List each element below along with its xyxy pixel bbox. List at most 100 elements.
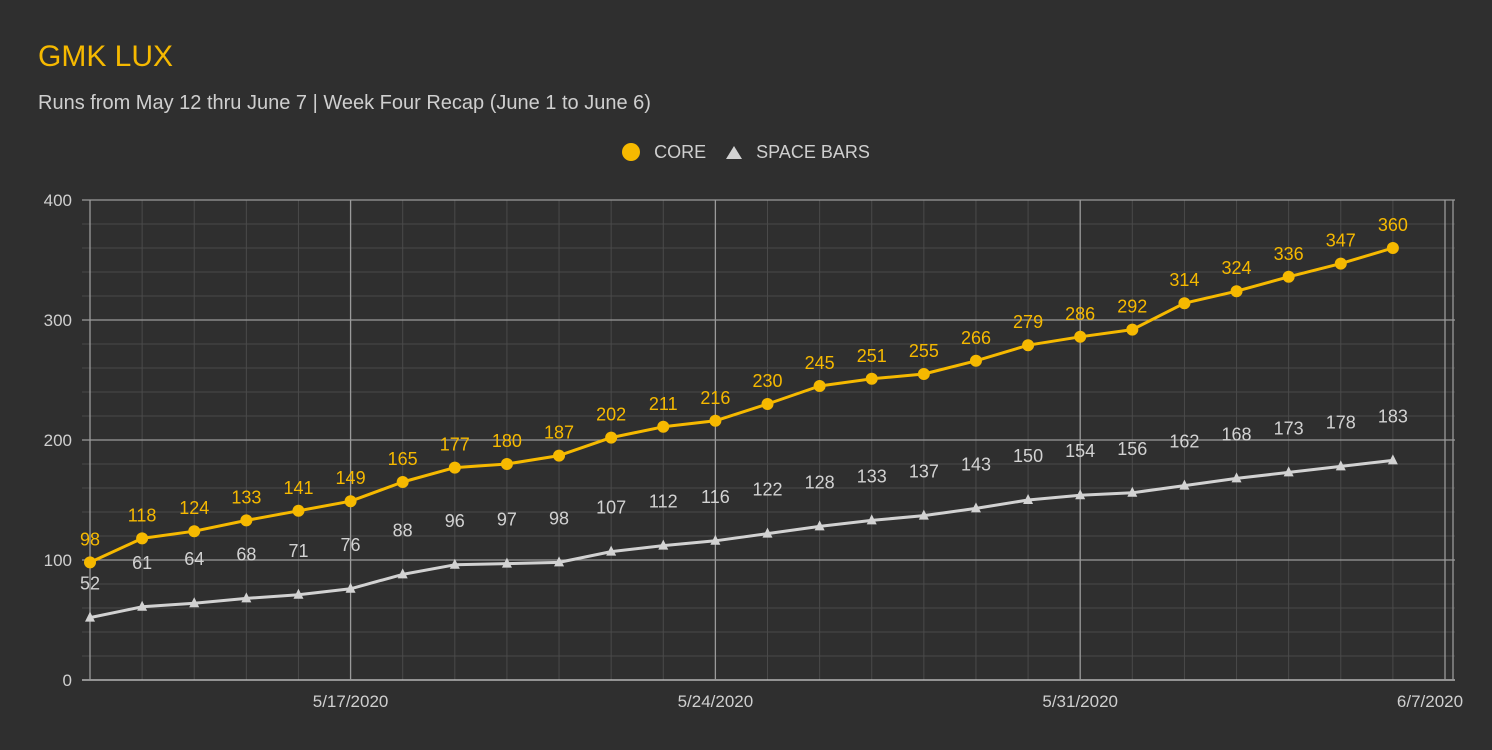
data-point-core bbox=[1126, 323, 1139, 336]
x-tick-label: 6/7/2020 bbox=[1397, 692, 1463, 711]
data-label-core: 314 bbox=[1169, 270, 1199, 290]
grid bbox=[82, 199, 1455, 681]
triangle-marker-icon bbox=[726, 145, 743, 159]
data-point-space-bars bbox=[449, 558, 460, 569]
data-point-space-bars bbox=[1283, 466, 1294, 477]
data-label-core: 165 bbox=[388, 449, 418, 469]
data-label-space-bars: 133 bbox=[857, 466, 887, 486]
data-point-core bbox=[240, 514, 253, 527]
data-label-core: 245 bbox=[805, 353, 835, 373]
data-label-space-bars: 156 bbox=[1117, 439, 1147, 459]
data-label-space-bars: 116 bbox=[701, 487, 730, 507]
data-point-core bbox=[1386, 242, 1399, 254]
legend-item-space-bars[interactable]: SPACE BARS bbox=[726, 142, 870, 163]
chart-title: GMK LUX bbox=[38, 40, 174, 73]
data-point-space-bars bbox=[501, 557, 512, 568]
data-point-space-bars bbox=[85, 611, 95, 622]
data-label-space-bars: 122 bbox=[752, 480, 782, 500]
data-point-space-bars bbox=[1023, 494, 1034, 504]
data-label-core: 360 bbox=[1378, 215, 1408, 235]
data-label-space-bars: 88 bbox=[393, 520, 413, 540]
data-point-core bbox=[1074, 330, 1087, 343]
data-point-space-bars bbox=[970, 502, 981, 513]
data-point-space-bars bbox=[1387, 454, 1398, 465]
data-point-space-bars bbox=[710, 534, 721, 545]
data-point-space-bars bbox=[918, 509, 929, 520]
data-label-space-bars: 178 bbox=[1326, 412, 1356, 432]
chart-legend: CORE SPACE BARS bbox=[0, 140, 1492, 164]
data-label-space-bars: 64 bbox=[184, 549, 204, 569]
data-label-space-bars: 112 bbox=[649, 492, 678, 512]
data-label-space-bars: 68 bbox=[236, 544, 256, 564]
data-label-space-bars: 107 bbox=[596, 498, 626, 518]
data-point-space-bars bbox=[1335, 460, 1346, 471]
data-label-space-bars: 71 bbox=[288, 541, 308, 561]
data-point-core bbox=[657, 420, 670, 433]
data-point-space-bars bbox=[1127, 486, 1138, 497]
data-point-space-bars bbox=[1231, 472, 1242, 483]
data-point-core bbox=[1230, 285, 1243, 298]
data-label-core: 324 bbox=[1222, 258, 1252, 278]
data-label-space-bars: 168 bbox=[1222, 424, 1252, 444]
x-tick-label: 5/31/2020 bbox=[1042, 692, 1118, 711]
y-tick-label: 300 bbox=[44, 311, 72, 330]
data-point-space-bars bbox=[814, 520, 825, 531]
data-label-space-bars: 128 bbox=[805, 472, 835, 492]
data-label-core: 251 bbox=[857, 346, 887, 366]
data-label-core: 336 bbox=[1274, 244, 1304, 264]
data-label-core: 124 bbox=[179, 498, 209, 518]
data-point-space-bars bbox=[189, 597, 200, 608]
data-point-core bbox=[1282, 270, 1295, 283]
data-label-core: 149 bbox=[336, 468, 366, 488]
data-point-space-bars bbox=[241, 592, 252, 603]
data-point-core bbox=[84, 556, 96, 569]
data-point-core bbox=[500, 458, 513, 470]
series bbox=[84, 242, 1399, 622]
legend-item-core[interactable]: CORE bbox=[622, 142, 706, 163]
data-label-space-bars: 173 bbox=[1274, 418, 1304, 438]
data-point-core bbox=[865, 372, 878, 385]
data-label-core: 180 bbox=[492, 431, 522, 451]
data-label-core: 202 bbox=[596, 405, 626, 425]
data-label-core: 292 bbox=[1117, 297, 1147, 317]
data-point-space-bars bbox=[293, 588, 304, 599]
y-tick-label: 100 bbox=[44, 551, 72, 570]
data-point-space-bars bbox=[345, 582, 356, 593]
data-point-core bbox=[709, 414, 722, 427]
data-point-core bbox=[553, 449, 566, 462]
data-label-core: 279 bbox=[1013, 312, 1043, 332]
data-point-space-bars bbox=[658, 539, 669, 550]
data-point-core bbox=[1178, 297, 1191, 310]
data-label-core: 347 bbox=[1326, 231, 1356, 251]
data-label-core: 286 bbox=[1065, 304, 1095, 324]
data-label-space-bars: 143 bbox=[961, 454, 991, 474]
data-point-core bbox=[813, 380, 826, 392]
axes: 0 100 200 300 400 5/17/2020 5/24/2020 5/31/2020… bbox=[44, 191, 1463, 711]
data-label-space-bars: 98 bbox=[549, 508, 569, 528]
data-point-core bbox=[448, 461, 461, 474]
x-tick-label: 5/17/2020 bbox=[313, 692, 389, 711]
data-point-space-bars bbox=[137, 600, 148, 611]
data-point-core bbox=[917, 368, 930, 380]
data-label-core: 177 bbox=[440, 435, 470, 455]
circle-marker-icon bbox=[622, 143, 641, 161]
data-point-space-bars bbox=[554, 556, 565, 567]
data-point-core bbox=[1334, 257, 1347, 270]
data-label-space-bars: 137 bbox=[909, 462, 939, 482]
y-tick-label: 0 bbox=[63, 671, 72, 690]
data-label-space-bars: 183 bbox=[1378, 406, 1408, 426]
data-point-core bbox=[292, 504, 305, 517]
data-point-core bbox=[136, 532, 149, 545]
data-point-core bbox=[344, 495, 357, 508]
data-label-core: 187 bbox=[544, 423, 574, 443]
data-label-core: 141 bbox=[283, 478, 313, 498]
data-label-core: 211 bbox=[649, 394, 678, 414]
data-label-core: 98 bbox=[80, 529, 100, 549]
data-label-core: 230 bbox=[752, 371, 782, 391]
data-point-space-bars bbox=[1179, 479, 1190, 490]
data-point-core bbox=[969, 354, 982, 367]
data-point-space-bars bbox=[397, 568, 408, 579]
data-point-core bbox=[188, 525, 201, 538]
data-label-space-bars: 154 bbox=[1065, 441, 1095, 461]
